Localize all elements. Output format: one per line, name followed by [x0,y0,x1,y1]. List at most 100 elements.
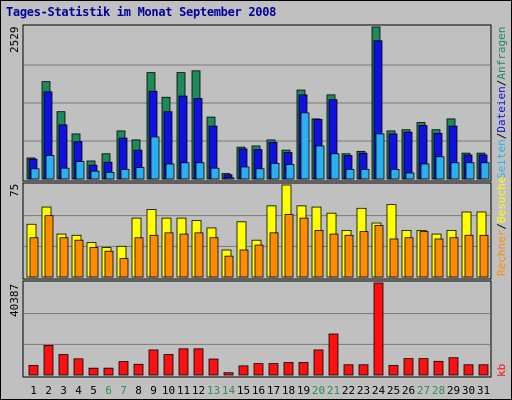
bar-rechner-29 [449,237,459,278]
bar-kb-7 [118,361,129,376]
day-label-14: 14 [222,384,236,397]
chart-bars [26,26,490,376]
bar-kb-10 [163,354,174,376]
bar-seiten-5 [90,170,100,180]
day-label-11: 11 [177,384,190,397]
bar-rechner-24 [374,225,384,278]
bar-rechner-21 [329,233,339,278]
bar-rechner-17 [269,232,279,278]
bar-seiten-8 [135,167,145,180]
day-label-25: 25 [387,384,400,397]
bar-seiten-26 [405,172,415,180]
bar-seiten-25 [390,168,400,180]
day-label-13: 13 [207,384,220,397]
bar-seiten-7 [120,168,130,180]
bar-rechner-15 [239,249,249,278]
bar-rechner-12 [194,232,204,278]
bar-kb-17 [268,363,279,376]
legend-rechner: Rechner [495,229,508,276]
bar-kb-30 [463,364,474,376]
bar-dateien-26 [403,131,413,180]
bar-seiten-23 [360,168,370,180]
bar-seiten-12 [195,162,205,180]
day-label-6: 6 [105,384,112,397]
day-label-18: 18 [282,384,295,397]
day-label-8: 8 [135,384,142,397]
day-labels: 1 2 3 4 5 6 7 8 9 10 11 12 13 14 15 16 17 18 19 20 21 22 23 24 2… [30,384,490,397]
day-label-28: 28 [432,384,445,397]
panel-top-frame [22,24,492,182]
panel-bot-scale-label: 40387 [8,284,21,317]
gridlines [24,64,490,345]
day-label-26: 26 [402,384,415,397]
day-label-30: 30 [462,384,475,397]
day-label-3: 3 [60,384,67,397]
day-label-5: 5 [90,384,97,397]
bar-seiten-28 [435,156,445,180]
bar-rechner-25 [389,238,399,278]
bar-seiten-24 [375,133,385,180]
bar-seiten-15 [240,166,250,180]
bar-kb-16 [253,363,264,376]
bar-seiten-29 [450,162,460,180]
bar-kb-28 [433,360,444,376]
bar-rechner-20 [314,229,324,278]
bar-rechner-8 [134,237,144,278]
legend-anfragen: Anfragen [495,27,508,80]
day-label-19: 19 [297,384,310,397]
bar-kb-27 [418,358,429,376]
bar-rechner-18 [284,214,294,278]
bar-kb-5 [88,367,99,376]
bar-seiten-31 [480,162,490,180]
bar-seiten-17 [270,162,280,180]
bar-rechner-13 [209,237,219,278]
day-label-22: 22 [342,384,355,397]
day-label-4: 4 [75,384,82,397]
bar-seiten-30 [465,162,475,180]
day-label-31: 31 [477,384,490,397]
day-label-21: 21 [327,384,340,397]
bar-seiten-14 [225,177,235,180]
bar-rechner-6 [104,250,114,278]
panel-mid-frame [22,182,492,280]
bar-seiten-3 [60,167,70,180]
bar-rechner-27 [419,231,429,278]
day-label-17: 17 [267,384,280,397]
bar-kb-3 [58,354,69,376]
bar-seiten-6 [105,171,115,180]
bar-seiten-2 [45,155,55,180]
day-label-2: 2 [45,384,52,397]
bar-kb-8 [133,363,144,376]
bar-kb-13 [208,358,219,376]
legend-row2: Rechner/Besuche [495,177,508,276]
bar-rechner-11 [179,233,189,278]
bar-rechner-9 [149,234,159,278]
legend-besuche: Besuche [495,177,508,223]
bar-rechner-1 [29,237,39,278]
bar-seiten-11 [180,162,190,180]
bar-rechner-2 [44,215,54,278]
day-label-12: 12 [192,384,205,397]
bar-rechner-31 [479,234,489,278]
bar-kb-14 [223,372,234,376]
bar-seiten-20 [315,145,325,180]
day-label-15: 15 [237,384,250,397]
day-label-1: 1 [30,384,37,397]
bar-kb-24 [373,282,384,376]
bar-seiten-22 [345,168,355,180]
bar-kb-4 [73,358,84,376]
day-label-10: 10 [162,384,175,397]
bar-rechner-26 [404,237,414,278]
bar-kb-12 [193,348,204,376]
day-label-20: 20 [312,384,325,397]
legend-row1: Seiten/Dateien/Anfragen [495,27,508,179]
bar-rechner-5 [89,247,99,278]
day-label-23: 23 [357,384,370,397]
bar-kb-1 [28,365,39,376]
bar-seiten-4 [75,161,85,180]
bar-seiten-19 [300,112,310,180]
bar-rechner-7 [119,258,129,278]
bar-kb-6 [103,367,114,376]
